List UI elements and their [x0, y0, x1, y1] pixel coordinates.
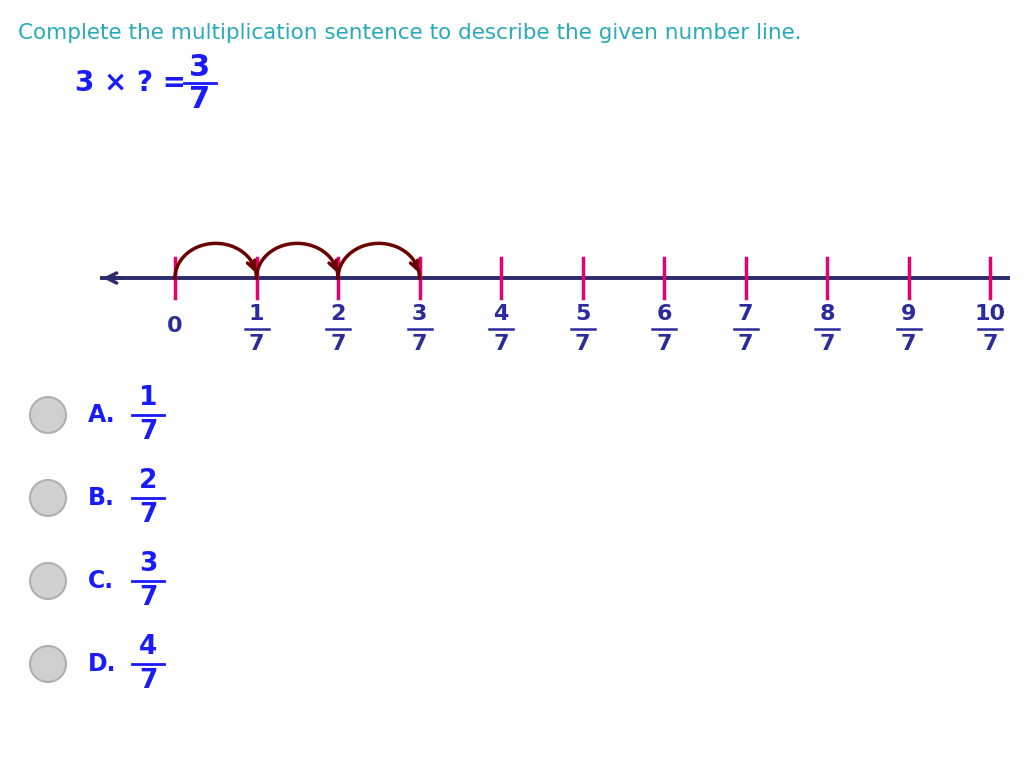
Text: 8: 8 — [819, 304, 835, 324]
Text: 10: 10 — [975, 304, 1006, 324]
Text: 7: 7 — [574, 334, 590, 354]
Circle shape — [30, 646, 66, 682]
Text: Complete the multiplication sentence to describe the given number line.: Complete the multiplication sentence to … — [18, 23, 802, 43]
Text: 1: 1 — [138, 385, 158, 411]
Text: 4: 4 — [139, 634, 157, 660]
Text: 7: 7 — [737, 334, 754, 354]
Text: C.: C. — [88, 569, 114, 593]
Text: 6: 6 — [656, 304, 672, 324]
Text: 7: 7 — [189, 84, 211, 114]
Text: 7: 7 — [139, 585, 158, 611]
Text: 3: 3 — [412, 304, 427, 324]
Text: 7: 7 — [331, 334, 346, 354]
Text: 5: 5 — [574, 304, 590, 324]
Text: 7: 7 — [139, 419, 158, 445]
Text: 7: 7 — [139, 502, 158, 528]
Text: 1: 1 — [249, 304, 264, 324]
Circle shape — [30, 480, 66, 516]
Text: 2: 2 — [139, 468, 158, 494]
Text: 7: 7 — [412, 334, 427, 354]
Circle shape — [30, 397, 66, 433]
Text: 3: 3 — [139, 551, 158, 577]
Text: 3 × ? =: 3 × ? = — [75, 69, 196, 97]
Text: 7: 7 — [819, 334, 835, 354]
Text: 2: 2 — [331, 304, 346, 324]
Text: D.: D. — [88, 652, 117, 676]
Text: 7: 7 — [656, 334, 672, 354]
Text: A.: A. — [88, 403, 116, 427]
Text: 3: 3 — [189, 52, 211, 81]
Text: 7: 7 — [737, 304, 754, 324]
Text: 7: 7 — [982, 334, 997, 354]
Text: 9: 9 — [901, 304, 916, 324]
Text: 4: 4 — [494, 304, 509, 324]
Text: B.: B. — [88, 486, 115, 510]
Text: 7: 7 — [139, 668, 158, 694]
Text: 0: 0 — [167, 316, 183, 336]
Text: 7: 7 — [249, 334, 264, 354]
Text: 7: 7 — [494, 334, 509, 354]
Circle shape — [30, 563, 66, 599]
Text: 7: 7 — [901, 334, 916, 354]
